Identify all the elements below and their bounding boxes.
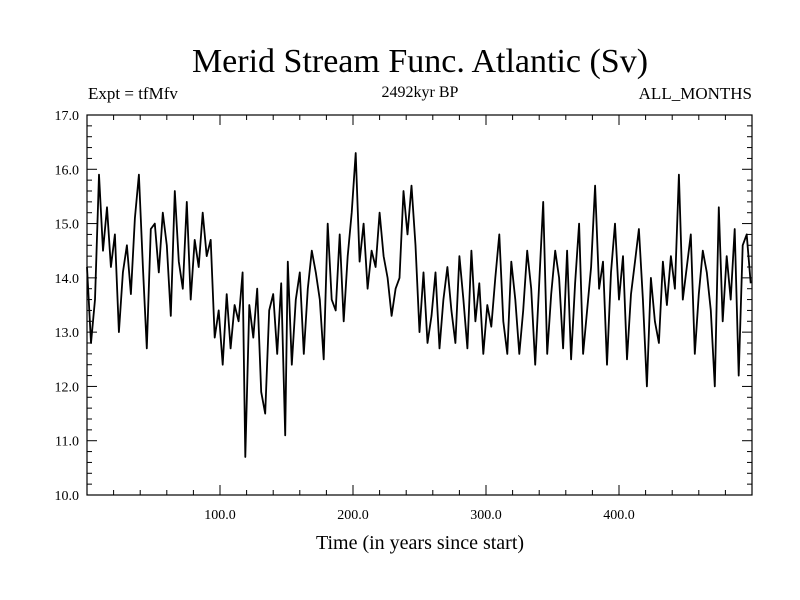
months-label: ALL_MONTHS [639,84,752,103]
y-tick-label: 15.0 [55,218,80,233]
data-series-line [86,152,752,458]
x-tick-label: 200.0 [337,508,369,523]
experiment-label: Expt = tfMfv [88,84,178,103]
y-tick-label: 14.0 [55,272,80,287]
x-tick-label: 300.0 [470,508,502,523]
x-tick-label: 100.0 [204,508,236,523]
x-axis-label: Time (in years since start) [316,532,524,554]
plot-frame [86,114,753,496]
y-tick-label: 12.0 [55,380,80,395]
chart-title: Merid Stream Func. Atlantic (Sv) [192,43,648,80]
period-label: 2492kyr BP [382,84,459,101]
y-tick-label: 16.0 [55,163,80,178]
y-tick-label: 10.0 [55,489,80,504]
y-tick-label: 11.0 [55,435,79,450]
axes-group: 100.0 200.0 300.0 400.0 10.0 11.0 12.0 13.0 14.0… [55,109,753,523]
y-tick-label: 17.0 [55,109,80,124]
y-tick-label: 13.0 [55,326,80,341]
x-tick-label: 400.0 [603,508,635,523]
